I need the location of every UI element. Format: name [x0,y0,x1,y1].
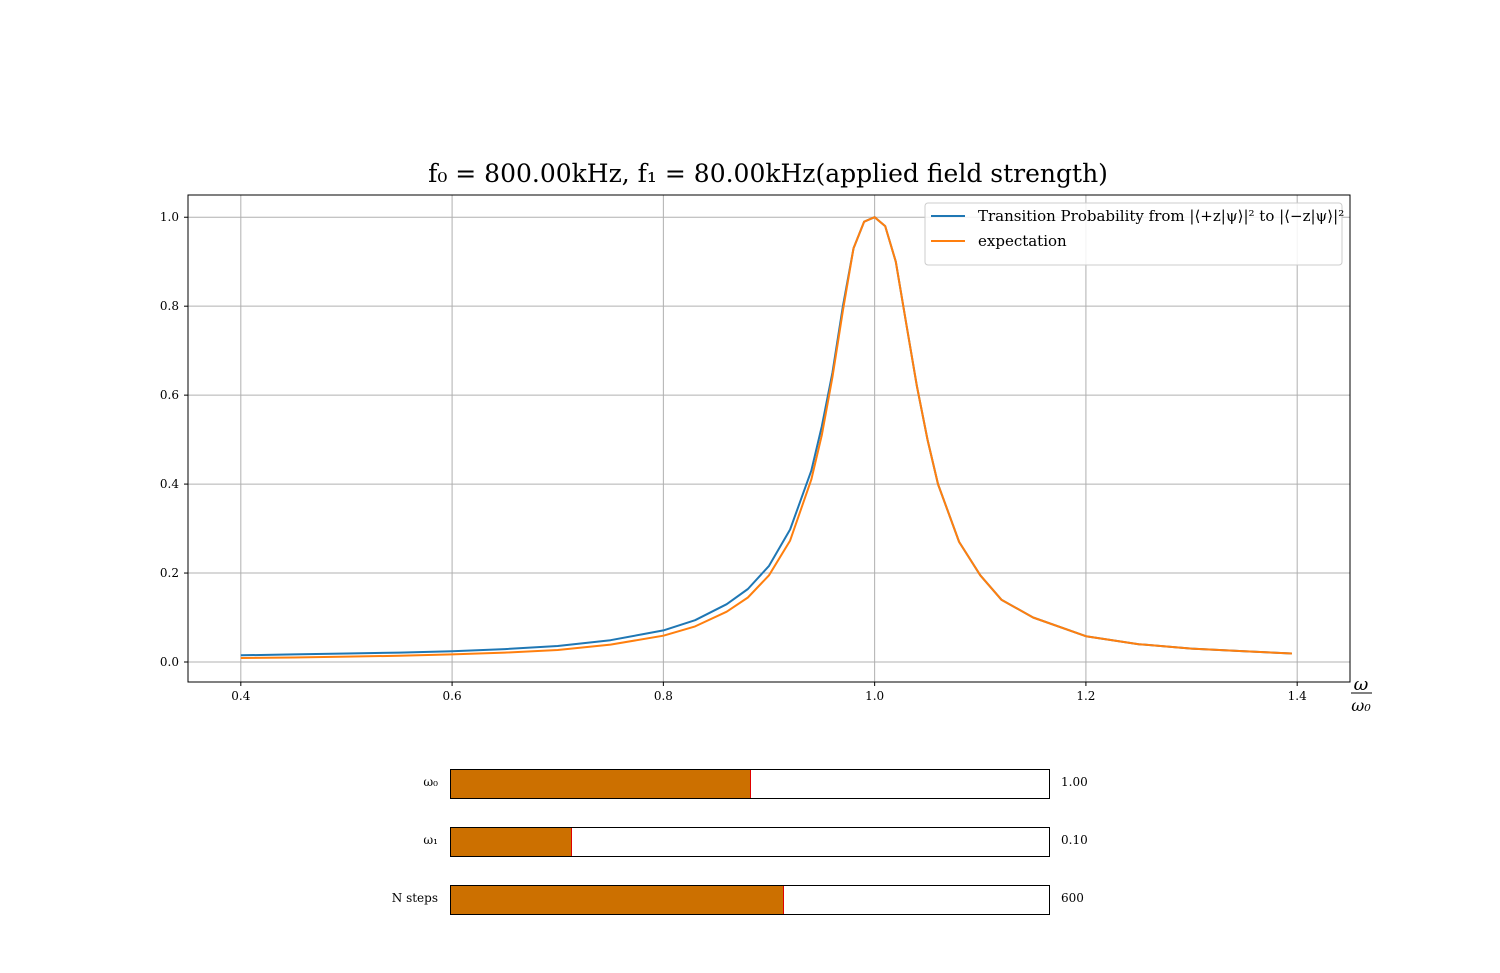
y-tick-label: 0.6 [160,388,179,402]
x-tick-label: 0.4 [231,689,250,703]
x-tick-label: 1.0 [865,689,884,703]
slider-n-steps-handle[interactable] [783,886,785,914]
slider-omega0-label: ω₀ [423,775,438,789]
x-axis-label-denominator: ω₀ [1351,696,1371,715]
slider-omega1-label: ω₁ [423,833,438,847]
slider-omega1-fill [451,828,571,856]
plot-area-frame [187,194,1351,683]
slider-n-steps-value: 600 [1061,891,1084,905]
x-tick-label: 1.2 [1076,689,1095,703]
slider-omega1: ω₁ 0.10 [0,827,1500,859]
slider-omega1-handle[interactable] [570,828,572,856]
y-tick-label: 0.0 [160,655,179,669]
slider-omega0-fill [451,770,750,798]
slider-n-steps: N steps 600 [0,885,1500,917]
slider-omega0-track[interactable] [450,769,1050,799]
x-axis-label-numerator: ω [1354,674,1369,695]
chart-title: f₀ = 800.00kHz, f₁ = 80.00kHz(applied fi… [428,159,1108,188]
x-axis-label: ω ω₀ [1351,674,1372,715]
grid-lines [188,195,1350,682]
chart: f₀ = 800.00kHz, f₁ = 80.00kHz(applied fi… [160,159,1372,715]
series-lines [240,216,1292,659]
legend-box [924,202,1343,266]
slider-omega0-handle[interactable] [750,770,751,798]
y-tick-label: 0.2 [160,566,179,580]
y-tick-label: 1.0 [160,210,179,224]
slider-n-steps-track[interactable] [450,885,1050,915]
slider-omega1-value: 0.10 [1061,833,1088,847]
slider-omega0: ω₀ 1.00 [0,769,1500,801]
series-line-0 [240,216,1292,657]
x-tick-label: 0.8 [654,689,673,703]
series-line-1 [240,216,1292,659]
slider-n-steps-fill [451,886,784,914]
slider-n-steps-label: N steps [391,891,438,905]
slider-omega0-value: 1.00 [1061,775,1088,789]
y-tick-label: 0.8 [160,299,179,313]
y-tick-label: 0.4 [160,477,179,491]
slider-omega1-track[interactable] [450,827,1050,857]
legend-entry-0: Transition Probability from |⟨+z|ψ⟩|² to… [978,207,1344,225]
x-tick-label: 0.6 [443,689,462,703]
axis-ticks: 0.4 0.6 0.8 1.0 1.2 1.4 0.0 0.2 0.4 0.6 0.8 1.0 [160,210,1307,703]
legend: Transition Probability from |⟨+z|ψ⟩|² to… [924,202,1344,266]
legend-entry-1: expectation [978,232,1067,250]
x-tick-label: 1.4 [1288,689,1307,703]
